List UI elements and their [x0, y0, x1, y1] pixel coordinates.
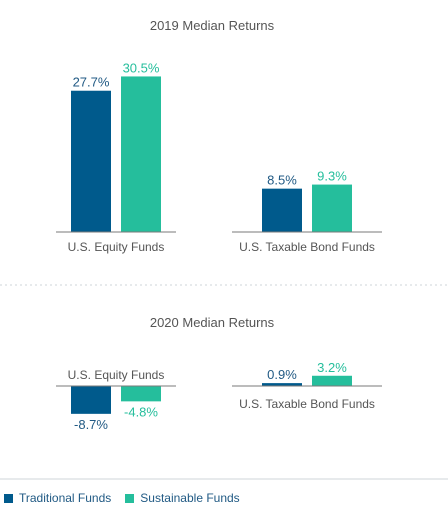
chart-panel-2020: 2020 Median Returns -8.7% -4.8% U.S. Equity…	[56, 315, 382, 432]
chart-title-1: 2020 Median Returns	[150, 315, 275, 330]
legend-label-traditional: Traditional Funds	[19, 491, 112, 505]
bar-0-0-1	[121, 76, 161, 232]
data-label-1-0-0: -8.7%	[74, 417, 108, 432]
bar-1-0-0	[71, 386, 111, 414]
legend-item-traditional: Traditional Funds	[4, 491, 111, 505]
data-label-1-1-1: 3.2%	[317, 360, 347, 375]
data-label-1-1-0: 0.9%	[267, 367, 297, 382]
data-label-0-0-0: 27.7%	[73, 75, 110, 90]
legend-swatch-traditional	[4, 493, 13, 503]
bar-1-1-0	[262, 383, 302, 386]
data-label-0-1-0: 8.5%	[267, 173, 297, 188]
legend-swatch-sustainable	[125, 493, 135, 503]
chart-title-0: 2019 Median Returns	[150, 18, 275, 33]
bar-1-1-1	[312, 375, 352, 386]
legend-item-sustainable: Sustainable Funds	[125, 491, 240, 505]
data-label-1-0-1: -4.8%	[124, 404, 158, 419]
bar-0-1-1	[312, 184, 352, 232]
chart-panel-2019: 2019 Median Returns 27.7% 30.5% U.S. Equity…	[56, 18, 382, 254]
legend-label-sustainable: Sustainable Funds	[140, 491, 240, 505]
data-label-0-0-1: 30.5%	[123, 60, 160, 75]
bar-0-1-0	[262, 188, 302, 232]
bar-0-0-0	[71, 90, 111, 232]
data-label-0-1-1: 9.3%	[317, 169, 347, 184]
bar-1-0-1	[121, 386, 161, 402]
category-label-1-1: U.S. Taxable Bond Funds	[239, 397, 375, 411]
category-label-1-0: U.S. Equity Funds	[68, 368, 165, 382]
category-label-0-1: U.S. Taxable Bond Funds	[239, 240, 375, 254]
legend: Traditional Funds Sustainable Funds	[4, 489, 254, 507]
category-label-0-0: U.S. Equity Funds	[68, 240, 165, 254]
